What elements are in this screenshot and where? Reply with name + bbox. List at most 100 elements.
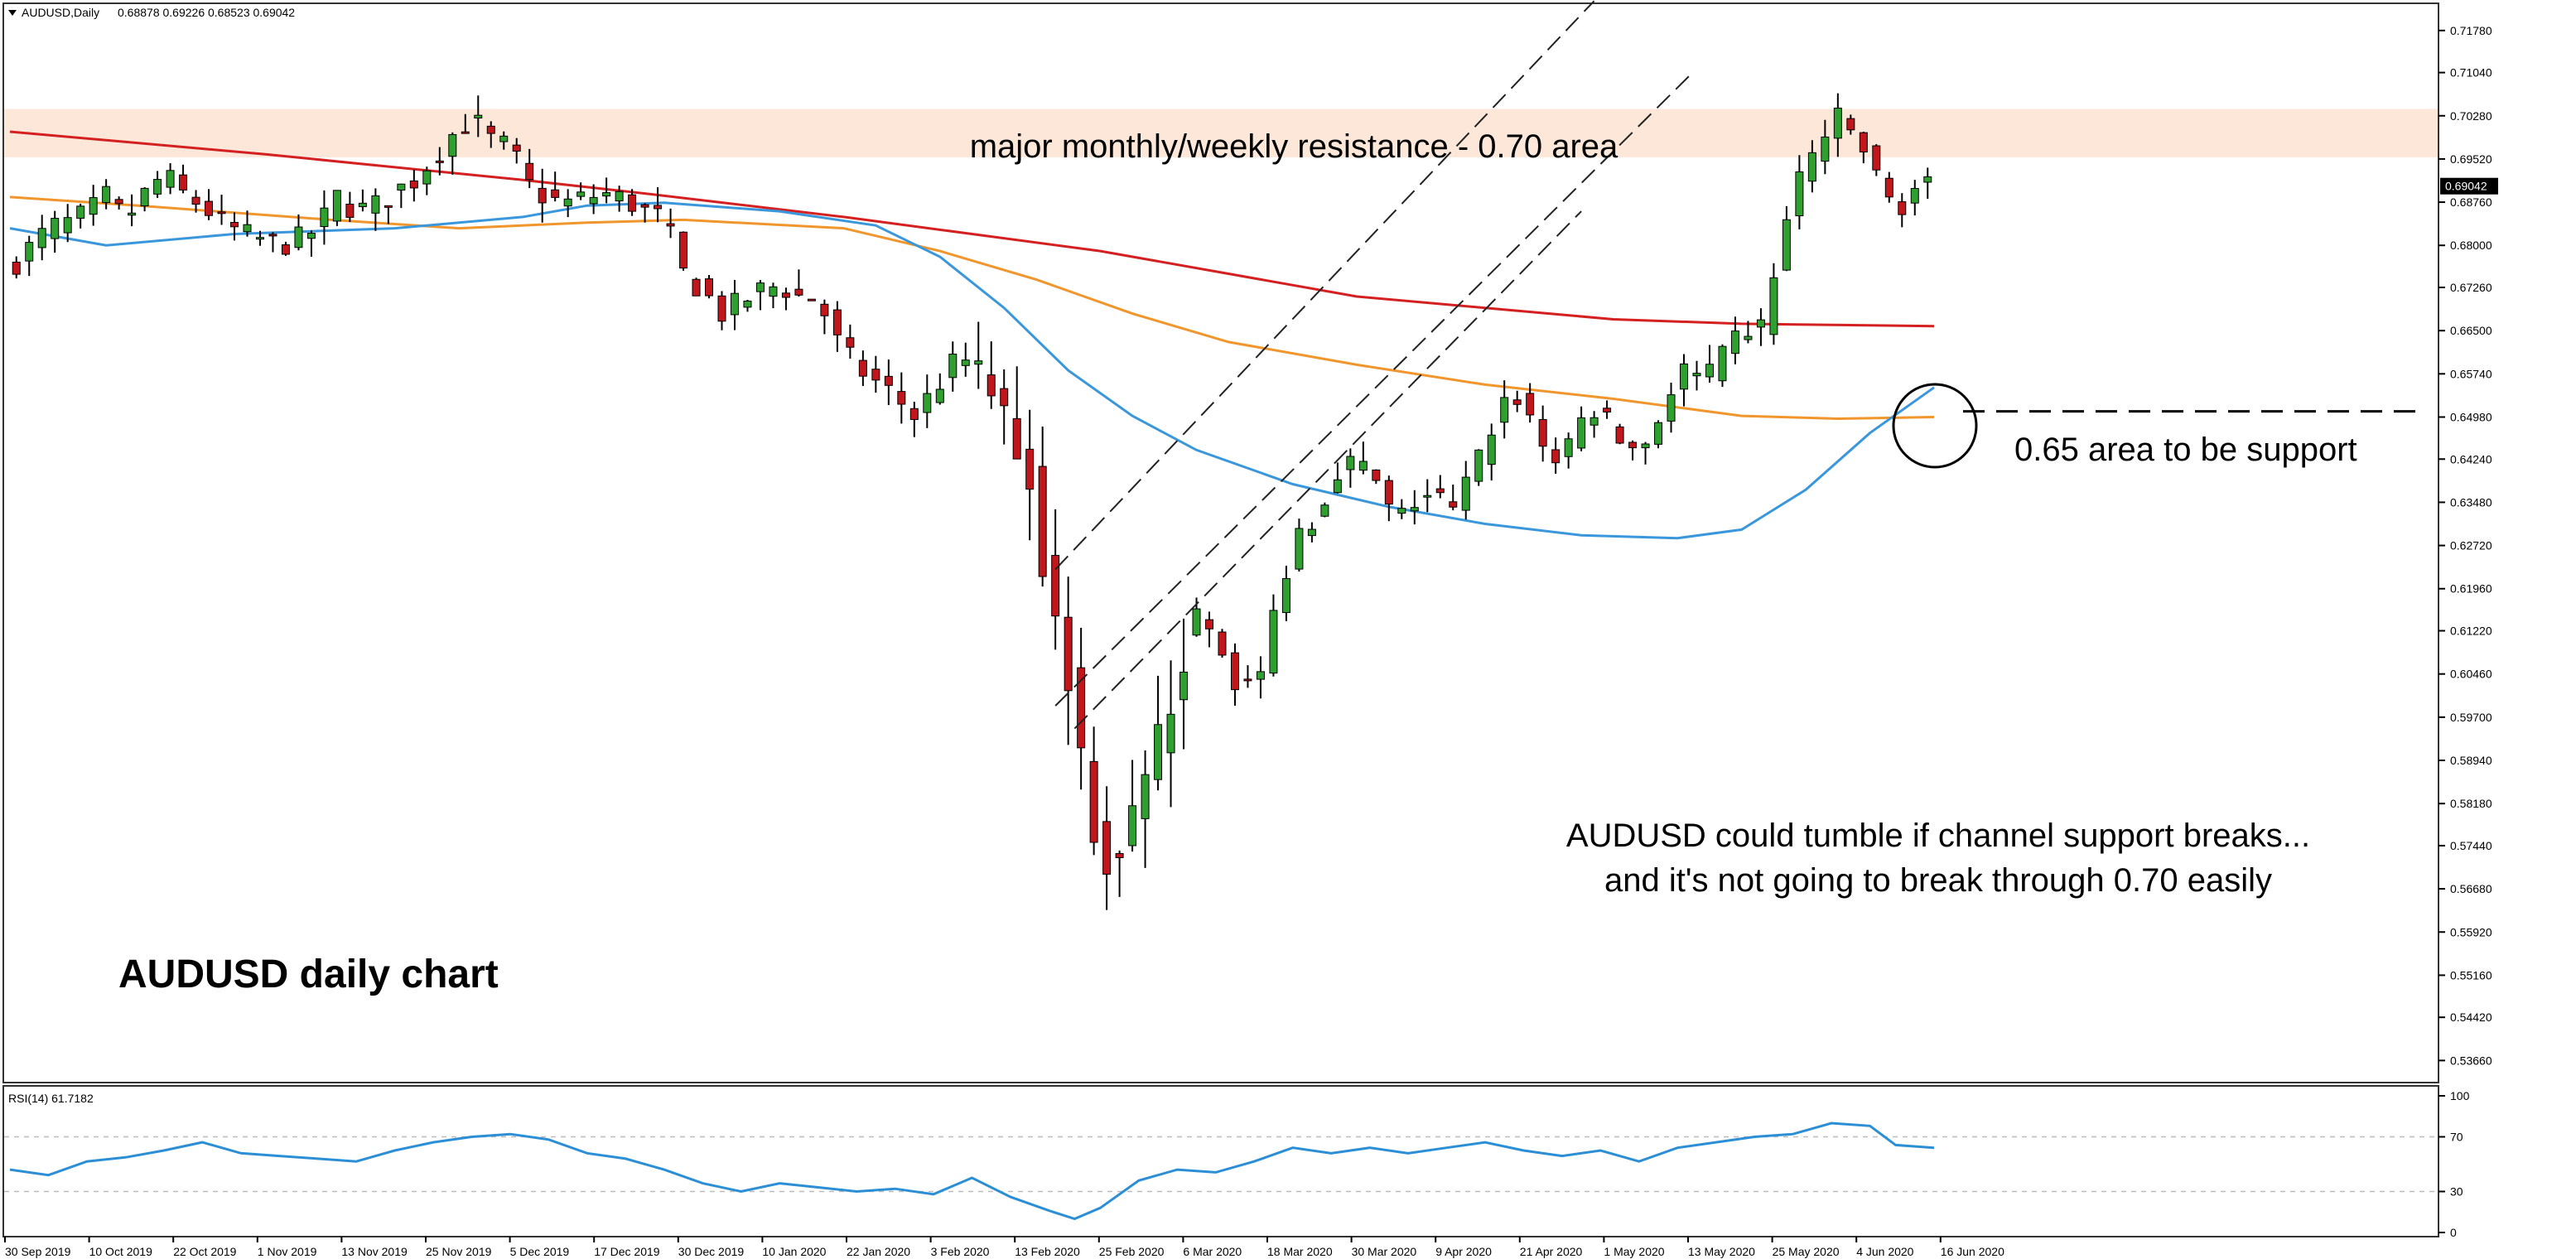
candle-body xyxy=(1166,713,1175,754)
price-tick-label: 0.64980 xyxy=(2450,410,2492,423)
candle-body xyxy=(974,360,983,365)
price-tick-label: 0.67260 xyxy=(2450,281,2492,294)
candle-body xyxy=(409,180,418,189)
time-tick-label: 13 May 2020 xyxy=(1688,1245,1755,1258)
candle xyxy=(961,342,970,377)
candle-body xyxy=(679,231,688,269)
candle-body xyxy=(140,187,149,207)
candle-body xyxy=(512,144,521,152)
candle-body xyxy=(1333,479,1342,494)
candle-body xyxy=(846,337,855,348)
candle xyxy=(397,183,406,209)
candle xyxy=(1307,522,1316,543)
candle-body xyxy=(474,114,483,118)
candle-body xyxy=(1269,610,1278,674)
candle-body xyxy=(1859,132,1868,153)
candle xyxy=(1718,344,1727,388)
time-tick-label: 1 May 2020 xyxy=(1604,1245,1664,1258)
candle-body xyxy=(525,162,534,181)
candle-body xyxy=(1782,219,1791,271)
time-tick-label: 3 Feb 2020 xyxy=(931,1245,990,1258)
price-tick-label: 0.59700 xyxy=(2450,711,2492,724)
candle xyxy=(717,291,726,330)
candle-body xyxy=(1295,528,1304,570)
candle xyxy=(461,113,470,134)
candle xyxy=(1551,437,1561,474)
candle xyxy=(948,341,958,392)
candle-body xyxy=(371,195,380,214)
candle-body xyxy=(1910,187,1919,204)
candle xyxy=(153,171,162,198)
price-tick-label: 0.69520 xyxy=(2450,152,2492,166)
candle-body xyxy=(551,189,560,198)
candle xyxy=(871,355,880,393)
candle xyxy=(358,189,367,212)
candle xyxy=(1474,449,1483,486)
candle-body xyxy=(640,204,649,208)
candle-body xyxy=(1346,456,1355,470)
candle xyxy=(781,287,790,311)
candle-body xyxy=(705,278,714,297)
price-tick-label: 0.54420 xyxy=(2450,1011,2492,1024)
candle xyxy=(551,171,560,202)
candle xyxy=(1256,656,1265,699)
candle xyxy=(102,179,111,210)
candle-body xyxy=(1141,774,1150,819)
candle-body xyxy=(948,354,958,379)
candle xyxy=(1230,643,1239,707)
price-tick-label: 0.53660 xyxy=(2450,1054,2492,1067)
candle-body xyxy=(909,408,919,421)
candle-body xyxy=(268,234,277,237)
candle xyxy=(1654,420,1663,449)
candle xyxy=(884,359,893,406)
candle xyxy=(1179,618,1189,750)
candle xyxy=(1269,594,1278,677)
candle xyxy=(602,177,611,204)
candle-body xyxy=(1089,760,1098,843)
time-tick-label: 21 Apr 2020 xyxy=(1520,1245,1583,1258)
candle xyxy=(51,210,60,253)
candle xyxy=(679,231,688,271)
candle-body xyxy=(435,160,444,163)
candle-body xyxy=(358,202,367,208)
candle-body xyxy=(63,217,72,234)
candle xyxy=(1821,119,1830,175)
candle xyxy=(1846,114,1855,135)
price-tick-label: 0.65740 xyxy=(2450,367,2492,380)
candle-body xyxy=(1077,667,1086,749)
time-tick-label: 25 May 2020 xyxy=(1773,1245,1840,1258)
candle xyxy=(37,215,46,261)
candle xyxy=(1461,461,1470,520)
candle xyxy=(306,230,316,257)
candle xyxy=(1281,566,1290,621)
candle-body xyxy=(820,303,829,316)
candle xyxy=(628,189,637,216)
candle xyxy=(654,187,663,223)
support-label: 0.65 area to be support xyxy=(2014,432,2357,468)
triangle-down-icon[interactable] xyxy=(8,10,17,16)
candle xyxy=(205,189,214,220)
candle-body xyxy=(1692,373,1701,377)
candle-body xyxy=(422,170,432,185)
candle xyxy=(525,148,534,189)
candle-body xyxy=(1821,136,1830,162)
candle xyxy=(1923,167,1932,199)
candle xyxy=(486,121,495,148)
candle-body xyxy=(832,309,842,335)
candle-body xyxy=(1384,480,1393,505)
candle-body xyxy=(114,199,123,205)
candle-body xyxy=(987,374,996,397)
time-tick-label: 22 Jan 2020 xyxy=(847,1245,910,1258)
time-tick-label: 18 Mar 2020 xyxy=(1267,1245,1333,1258)
candle-body xyxy=(1281,578,1290,614)
candle-body xyxy=(102,186,111,204)
candle xyxy=(987,341,996,409)
time-tick-label: 30 Dec 2019 xyxy=(678,1245,745,1258)
candle xyxy=(217,195,226,225)
price-tick-label: 0.70280 xyxy=(2450,109,2492,123)
candle-body xyxy=(1423,494,1432,498)
candle-body xyxy=(37,228,46,248)
candle-body xyxy=(923,393,932,413)
